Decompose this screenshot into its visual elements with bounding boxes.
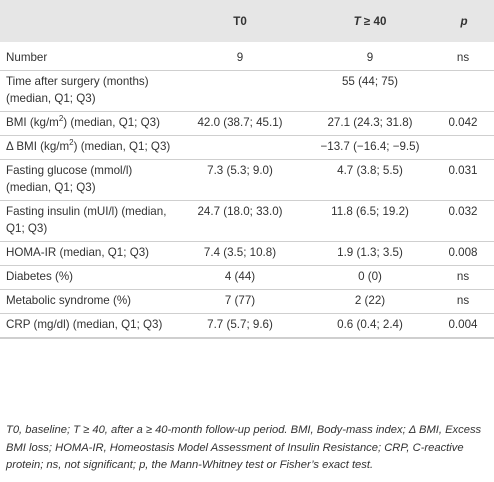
row-label-text: Δ BMI (kg/m [6,140,70,153]
table-row: HOMA-IR (median, Q1; Q3) 7.4 (3.5; 10.8)… [0,242,494,266]
row-t0: 7 (77) [224,294,256,307]
row-label-sup: 2 [69,138,74,148]
row-p: ns [456,294,470,307]
row-t0 [174,136,306,160]
row-t40: 27.1 (24.3; 31.8) [327,116,413,129]
header-t40-rest: ≥ 40 [360,14,387,28]
header-p: p [434,0,494,42]
row-label-text: BMI (kg/m [6,116,59,129]
header-t0: T0 [233,14,247,28]
row-label: HOMA-IR (median, Q1; Q3) [6,246,150,259]
header-variable [0,0,174,42]
row-t40: 0.6 (0.4; 2.4) [337,318,403,331]
row-p: 0.032 [448,205,478,218]
table-footnote: T0, baseline; T ≥ 40, after a ≥ 40-month… [6,424,482,472]
row-t40: 9 [366,51,374,64]
row-t40: −13.7 (−16.4; −9.5) [320,140,420,153]
row-p [434,71,494,112]
row-t40: 4.7 (3.8; 5.5) [337,164,403,177]
row-t0: 7.7 (5.7; 9.6) [207,318,273,331]
row-p [434,136,494,160]
row-label: BMI (kg/m2) (median, Q1; Q3) [0,112,174,136]
row-t0: 24.7 (18.0; 33.0) [197,205,283,218]
row-label: Time after surgery (months) (median, Q1;… [6,75,149,105]
table-row: Number 9 9 ns [0,42,494,71]
row-t40: 1.9 (1.3; 3.5) [337,246,403,259]
row-p: 0.031 [448,164,478,177]
row-t0 [174,71,306,112]
table-row: Fasting glucose (mmol/l) (median, Q1; Q3… [0,160,494,201]
table-row: CRP (mg/dl) (median, Q1; Q3) 7.7 (5.7; 9… [0,314,494,338]
row-t40: 2 (22) [354,294,386,307]
table-row: BMI (kg/m2) (median, Q1; Q3) 42.0 (38.7;… [0,112,494,136]
row-t40: 0 (0) [358,270,382,283]
row-t0: 4 (44) [224,270,256,283]
row-label-text: ) (median, Q1; Q3) [73,140,171,153]
row-p: 0.042 [448,116,478,129]
row-label: Fasting glucose (mmol/l) (median, Q1; Q3… [6,164,133,194]
row-label: CRP (mg/dl) (median, Q1; Q3) [6,318,163,331]
row-p: 0.004 [448,318,478,331]
table-row: Metabolic syndrome (%) 7 (77) 2 (22) ns [0,290,494,314]
row-label: Diabetes (%) [6,270,74,283]
row-t40: 11.8 (6.5; 19.2) [331,205,409,218]
table-row: Time after surgery (months) (median, Q1;… [0,71,494,112]
row-label: Δ BMI (kg/m2) (median, Q1; Q3) [0,136,174,160]
header-t40: T ≥ 40 [306,0,434,42]
row-label: Metabolic syndrome (%) [6,294,131,307]
row-t0: 7.4 (3.5; 10.8) [203,246,277,259]
results-table: T0 T ≥ 40 p Number 9 9 ns Time after sur… [0,0,494,338]
row-t0: 42.0 (38.7; 45.1) [197,116,283,129]
table-row: Fasting insulin (mUI/l) (median, Q1; Q3)… [0,201,494,242]
row-label: Number [6,51,48,64]
row-t0: 7.3 (5.3; 9.0) [207,164,273,177]
table-row: Δ BMI (kg/m2) (median, Q1; Q3) −13.7 (−1… [0,136,494,160]
row-t0: 9 [236,51,244,64]
table-header-row: T0 T ≥ 40 p [0,0,494,42]
row-p: ns [456,51,470,64]
row-label-sup: 2 [58,114,64,124]
row-t40: 55 (44; 75) [341,75,399,88]
row-p: 0.008 [448,246,478,259]
row-label-text: ) (median, Q1; Q3) [63,116,160,129]
row-p: ns [456,270,470,283]
table-row: Diabetes (%) 4 (44) 0 (0) ns [0,266,494,290]
header-p-label: p [460,14,468,28]
row-label: Fasting insulin (mUI/l) (median, Q1; Q3) [6,205,167,235]
header-t40-var: T [353,14,361,28]
